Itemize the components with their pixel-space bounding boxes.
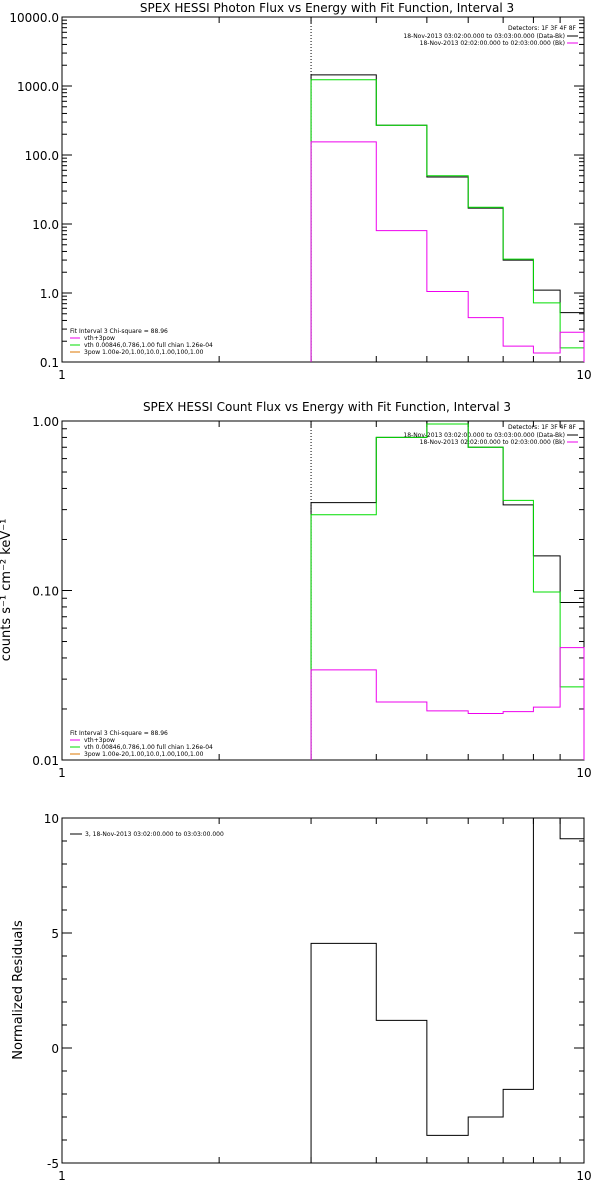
photon-legend-fit-interval: Fit Interval 3 Chi-square = 88.96 [70,328,168,335]
photon-ytick-label: 10000.0 [9,11,59,25]
photon-ytick-label: 100.0 [25,149,59,163]
photon-ytick-label: 10.0 [32,218,59,232]
photon-plot-frame [61,16,585,363]
photon-flux-panel: SPEX HESSI Photon Flux vs Energy with Fi… [70,1,578,356]
count-ytick-label: 0.10 [32,585,59,599]
photon-ytick-label: 1000.0 [17,80,59,94]
count-legend-detectors: Detectors: 1F 3F 4F 8F [508,424,577,431]
residuals-plot-frame [61,817,585,1164]
photon-series-1-step-line [310,79,585,362]
count-flux-ylabel: counts s⁻¹ cm⁻² keV⁻¹ [0,519,14,662]
count-series-2-step-line [310,647,585,760]
residuals-ytick-label: 5 [51,927,59,941]
residuals-series-0-step-line [310,817,585,1163]
photon-ytick-label: 1.0 [40,287,59,301]
photon-flux-legend-bottom-left: Fit Interval 3 Chi-square = 88.96 vth+3p… [70,328,213,356]
count-legend-fit-interval: Fit Interval 3 Chi-square = 88.96 [70,730,168,737]
residuals-xtick-label: 1 [58,1169,66,1183]
count-series-1-step-line [310,423,585,760]
count-flux-title: SPEX HESSI Count Flux vs Energy with Fit… [143,400,511,414]
photon-legend-data-bk: 18-Nov-2013 03:02:00.000 to 03:03:00.000… [403,33,565,40]
photon-series-0-step-line [310,74,585,362]
photon-flux-title: SPEX HESSI Photon Flux vs Energy with Fi… [140,1,514,15]
count-flux-legend-top-right: Detectors: 1F 3F 4F 8F 18-Nov-2013 03:02… [403,424,578,446]
residuals-xtick-label: 10 [576,1169,591,1183]
count-series-0-step-line [310,420,585,760]
count-flux-legend-bottom-left: Fit Interval 3 Chi-square = 88.96 vth+3p… [70,730,213,758]
photon-ytick-label: 0.1 [40,356,59,370]
residuals-ylabel: Normalized Residuals [11,920,26,1060]
count-legend-vth3pow: vth+3pow [84,737,115,744]
count-xtick-label: 1 [58,766,66,780]
count-plot-frame [61,420,585,761]
photon-legend-bk: 18-Nov-2013 02:02:00.000 to 02:03:00.000… [420,40,565,47]
residuals-ytick-label: 10 [44,812,59,826]
count-legend-vth: vth 0.00846,0.786,1.00 full chian 1.26e-… [84,744,213,751]
photon-series-2-step-line [310,141,585,362]
residuals-legend-text: 3, 18-Nov-2013 03:02:00.000 to 03:03:00.… [85,831,224,838]
photon-xtick-label: 10 [576,368,591,382]
photon-legend-vth: vth 0.00846,0.786,1.00 full chian 1.26e-… [84,342,213,349]
count-xtick-label: 10 [576,766,591,780]
residuals-panel: Normalized Residuals 3, 18-Nov-2013 03:0… [11,831,224,1060]
count-legend-3pow: 3pow 1.00e-20,1.00,10.0,1.00,100,1.00 [84,751,204,758]
photon-xtick-label: 1 [58,368,66,382]
count-plot: 1 10 0.01 0.10 1.00 [32,415,591,780]
count-flux-panel: SPEX HESSI Count Flux vs Energy with Fit… [0,400,578,758]
count-ytick-label: 0.01 [32,754,59,768]
count-legend-bk: 18-Nov-2013 02:02:00.000 to 02:03:00.000… [420,439,565,446]
residuals-ytick-label: 0 [51,1042,59,1056]
count-legend-data-bk: 18-Nov-2013 03:02:00.000 to 03:03:00.000… [403,432,565,439]
residuals-plot: 1 10 -5 0 5 10 [44,812,592,1183]
count-ytick-label: 1.00 [32,415,59,429]
residuals-ytick-label: -5 [47,1157,59,1171]
photon-plot: 1 10 0.1 1.0 10.0 100.0 1000.0 10000.0 [9,11,591,382]
photon-legend-3pow: 3pow 1.00e-20,1.00,10.0,1.00,100,1.00 [84,349,204,356]
photon-legend-detectors: Detectors: 1F 3F 4F 8F [508,25,577,32]
photon-flux-legend-top-right: Detectors: 1F 3F 4F 8F 18-Nov-2013 03:02… [403,25,578,47]
photon-legend-vth3pow: vth+3pow [84,335,115,342]
